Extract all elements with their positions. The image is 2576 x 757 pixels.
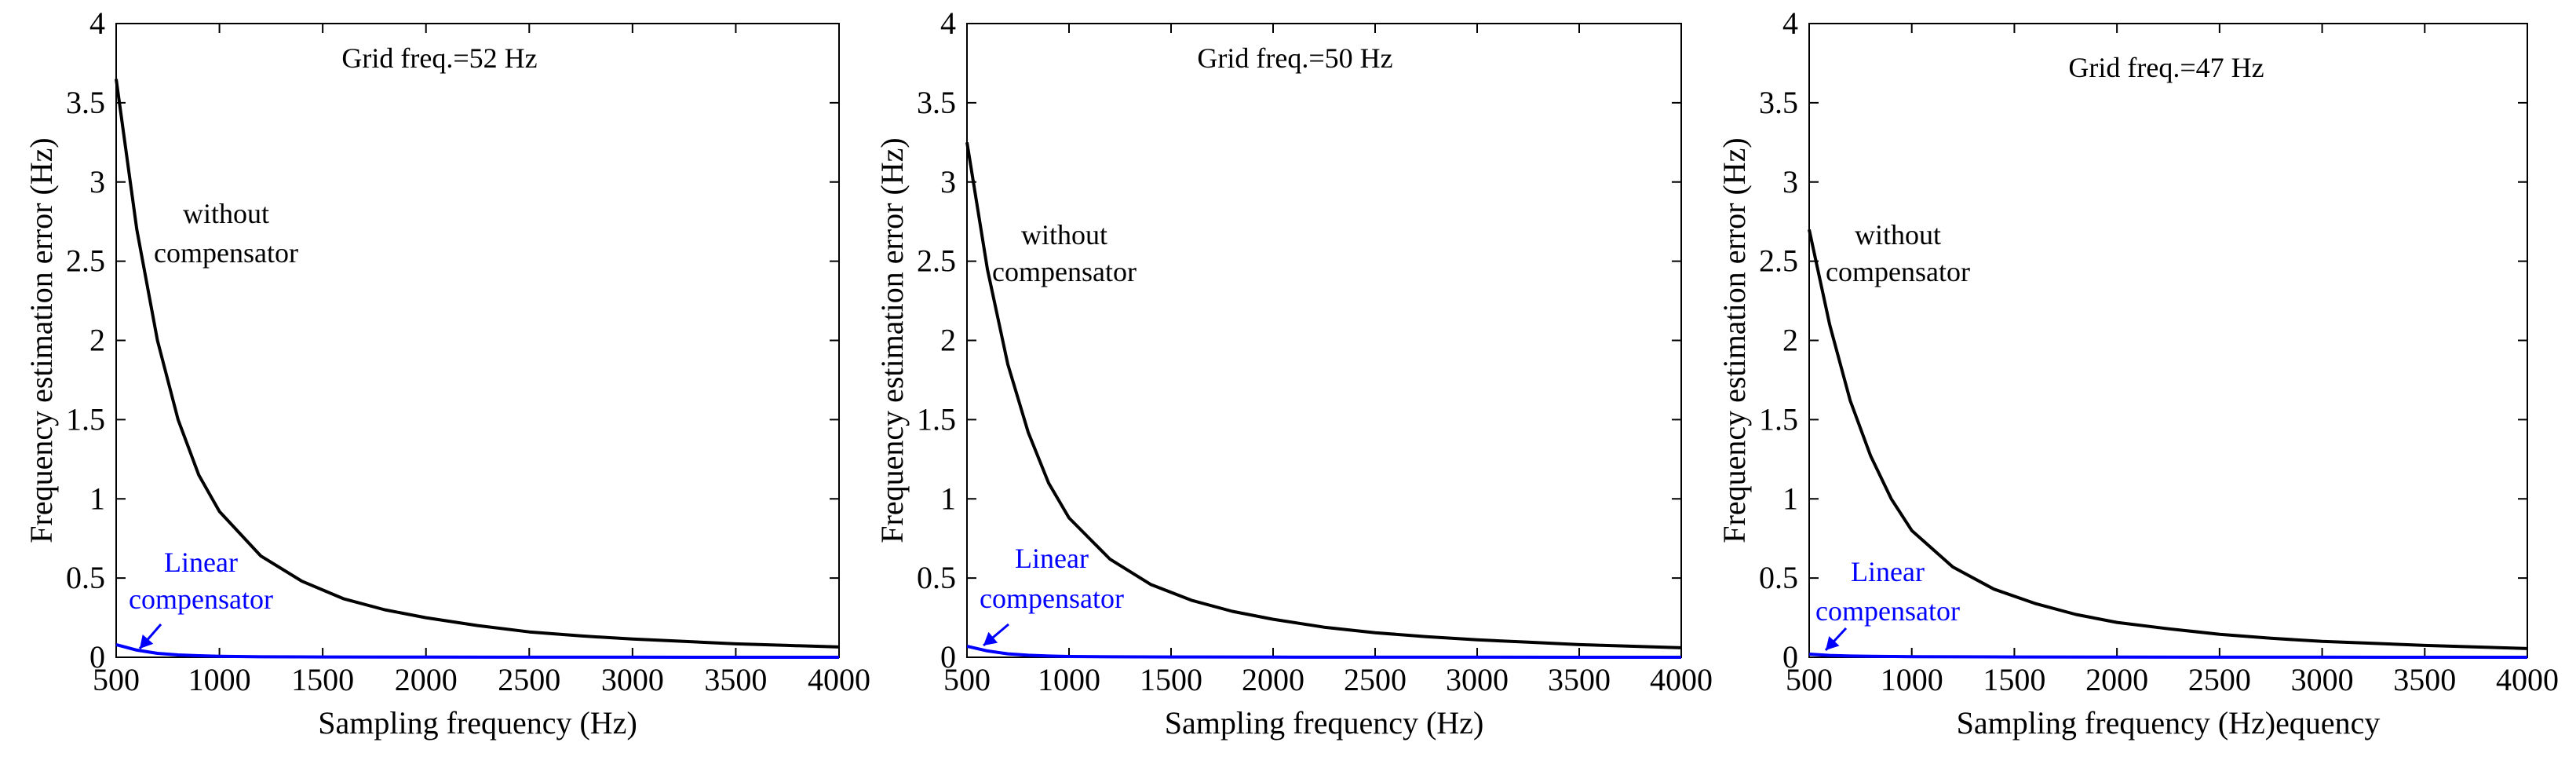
y-tick-label: 4 [940,5,956,41]
x-tick-label: 3500 [2393,662,2456,697]
panel-title: Grid freq.=50 Hz [1197,42,1392,74]
y-tick-label: 1 [89,481,105,516]
panel-title: Grid freq.=52 Hz [341,42,537,74]
x-tick-label: 1500 [291,662,354,697]
y-tick-label: 4 [89,5,105,41]
y-tick-label: 2 [89,323,105,358]
x-tick-label: 1000 [1881,662,1943,697]
x-tick-label: 500 [943,662,991,697]
y-tick-label: 0.5 [917,560,956,595]
y-tick-label: 2.5 [917,243,956,279]
x-tick-label: 3000 [2291,662,2354,697]
annotation-compensator: compensator [1826,256,1970,287]
annotation-compensator: compensator [992,256,1137,287]
x-tick-label: 2000 [395,662,458,697]
annotation-linear-compensator: compensator [1815,595,1960,627]
x-tick-label: 500 [1786,662,1833,697]
x-tick-label: 4000 [808,662,870,697]
y-tick-label: 2 [940,323,956,358]
series-line-linear-compensator [966,644,1681,659]
series-line-without-compensator [115,79,840,649]
panel-1: 500 1000 1500 2000 2500 3000 3500 4000 0 0.5 1 1.5 2… [24,5,870,741]
y-axis-label: Frequency estimation error (Hz) [1717,137,1752,543]
x-tick-label: 4000 [1650,662,1713,697]
annotation-linear-compensator: compensator [129,583,273,615]
annotation-arrow-head [140,634,154,649]
annotation-linear: Linear [1015,543,1089,574]
x-axis-label: Sampling frequency (Hz)equency [1957,705,2381,741]
series-line-without-compensator [1808,229,2528,650]
y-axis-label: Frequency estimation error (Hz) [24,137,59,543]
y-tick-label: 1.5 [1759,401,1798,437]
x-axis-label: Sampling frequency (Hz) [318,705,637,741]
y-tick-label: 1 [940,481,956,516]
y-tick-label: 2.5 [1759,243,1798,279]
x-tick-label: 3000 [601,662,664,697]
panel-title: Grid freq.=47 Hz [2068,52,2264,83]
x-tick-label: 2000 [2085,662,2148,697]
x-tick-label: 3500 [704,662,767,697]
series-line-without-compensator [965,141,1682,649]
series-line-linear-compensator [115,642,839,659]
x-tick-label: 2500 [1344,662,1407,697]
x-tick-label: 1500 [1983,662,2045,697]
x-tick-label: 4000 [2496,662,2559,697]
x-tick-label: 2500 [498,662,560,697]
panel-3: 500 1000 1500 2000 2500 3000 3500 4000 0 0.5 1 1.5 2… [1717,5,2559,741]
y-tick-label: 0 [89,639,105,675]
y-tick-label: 1.5 [66,401,105,437]
y-tick-label: 3 [1782,164,1798,199]
y-tick-label: 3 [89,164,105,199]
y-tick-label: 3 [940,164,956,199]
y-tick-label: 3.5 [917,85,956,120]
x-tick-label: 500 [93,662,140,697]
y-tick-label: 0 [1782,639,1798,675]
y-tick-label: 1 [1782,481,1798,516]
y-axis-label: Frequency estimation error (Hz) [874,137,910,543]
annotation-linear: Linear [1851,556,1925,587]
x-tick-label: 2500 [2188,662,2251,697]
x-tick-label: 3500 [1548,662,1611,697]
x-tick-label: 2000 [1242,662,1304,697]
annotation-without: without [183,198,269,229]
series-line-linear-compensator [1808,653,2527,659]
y-tick-label: 4 [1782,5,1798,41]
y-tick-label: 1.5 [917,401,956,437]
x-tick-label: 1500 [1140,662,1202,697]
y-tick-label: 0 [940,639,956,675]
x-tick-label: 1000 [188,662,251,697]
annotation-linear-compensator: compensator [980,583,1124,614]
annotation-arrow-head [1826,636,1840,650]
y-tick-label: 2.5 [66,243,105,279]
y-tick-label: 0.5 [66,560,105,595]
y-tick-label: 2 [1782,323,1798,358]
y-tick-label: 3.5 [66,85,105,120]
x-axis-label: Sampling frequency (Hz) [1165,705,1484,741]
panel-2: 500 1000 1500 2000 2500 3000 3500 4000 0 0.5 1 1.5 2… [874,5,1713,741]
y-tick-label: 0.5 [1759,560,1798,595]
y-tick-label: 3.5 [1759,85,1798,120]
x-tick-label: 1000 [1038,662,1100,697]
annotation-arrow-head [983,631,998,645]
annotation-without: without [1021,219,1107,251]
annotation-compensator: compensator [154,237,298,269]
annotation-linear: Linear [164,547,238,578]
x-tick-label: 3000 [1446,662,1509,697]
annotation-without: without [1855,219,1941,251]
